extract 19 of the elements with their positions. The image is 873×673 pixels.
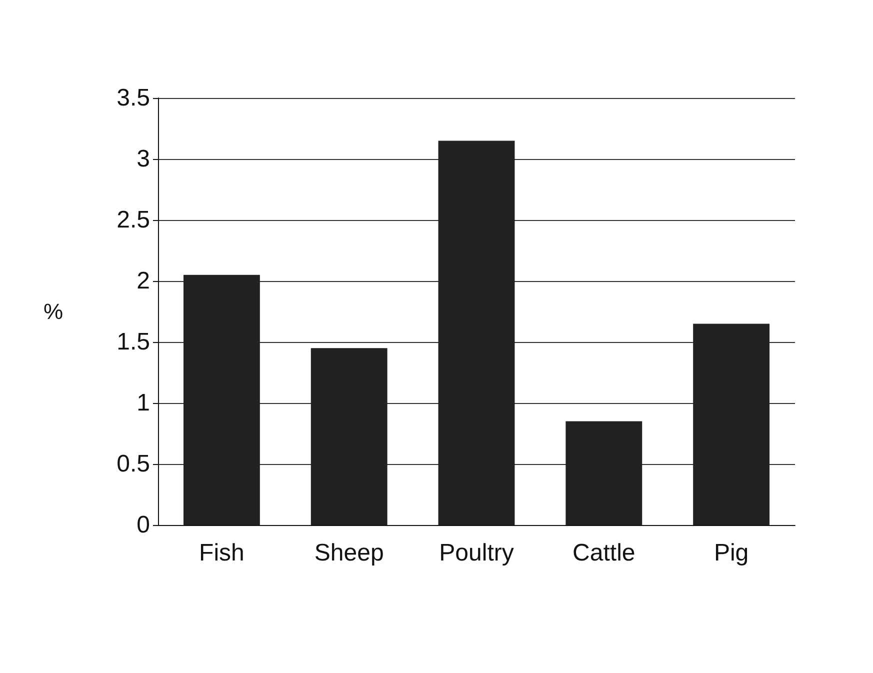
- y-tick-label: 1: [136, 390, 150, 416]
- bar: [693, 324, 770, 525]
- y-tick-label: 3: [136, 146, 150, 172]
- y-tick-label: 0: [136, 512, 150, 538]
- y-tick-label: 3.5: [116, 84, 150, 112]
- y-tick-label: 2: [136, 268, 150, 294]
- y-tick-label: 2.5: [116, 206, 150, 234]
- y-tick-label: 1.5: [116, 328, 150, 356]
- bar: [438, 140, 515, 525]
- x-tick-label: Fish: [199, 540, 244, 566]
- y-tick-label: 0.5: [116, 450, 150, 478]
- y-axis-title: %: [43, 299, 63, 324]
- x-tick-label: Pig: [714, 540, 749, 566]
- x-tick-label: Poultry: [439, 540, 514, 566]
- x-tick-label: Sheep: [314, 540, 384, 566]
- bar: [310, 348, 388, 525]
- x-tick-label: Cattle: [572, 540, 636, 566]
- bar: [566, 421, 642, 525]
- bar: [183, 274, 260, 525]
